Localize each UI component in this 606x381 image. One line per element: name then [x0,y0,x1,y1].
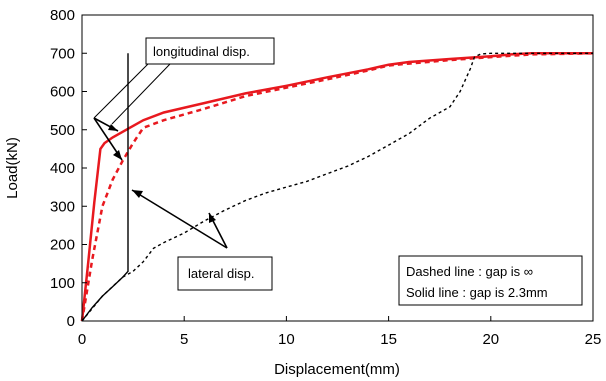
legend-line-solid: Solid line : gap is 2.3mm [406,285,548,300]
y-tick-label: 800 [50,7,75,24]
annotation-longitudinal-box [145,37,275,65]
annotation-longitudinal-arrowhead-1 [113,150,122,160]
y-tick-label: 400 [50,160,75,177]
annotation-longitudinal-arrowhead-2 [108,124,118,131]
x-tick-label: 20 [482,331,499,348]
legend-line-dashed: Dashed line : gap is ∞ [406,264,533,279]
x-tick-label: 0 [78,331,86,348]
y-tick-label: 500 [50,122,75,139]
x-tick-label: 25 [585,331,602,348]
x-tick-label: 10 [278,331,295,348]
annotation-longitudinal-leader-2 [111,63,171,125]
y-tick-label: 300 [50,198,75,215]
y-tick-label: 100 [50,275,75,292]
series-line-1-red-dashed [80,52,594,322]
annotation-longitudinal-leader-1 [93,63,149,119]
tick-labels: 0 5 10 15 20 25 0 100 200 300 400 500 600 700 800 [50,7,601,348]
annotation-lateral: lateral disp. [131,189,273,291]
x-tick-label: 15 [380,331,397,348]
y-tick-label: 200 [50,237,75,254]
annotation-lateral-label: lateral disp. [188,266,254,281]
annotation-longitudinal-label: longitudinal disp. [153,44,250,59]
annotation-lateral-arrowhead-1 [132,190,143,198]
x-axis-title: Displacement(mm) [274,361,400,378]
annotation-lateral-arrow-1 [131,189,228,249]
annotation-lateral-box [177,256,273,291]
series-line-3-black-dashed [81,52,593,322]
y-tick-label: 700 [50,45,75,62]
y-tick-label: 0 [67,313,75,330]
x-tick-label: 5 [180,331,188,348]
y-tick-label: 600 [50,84,75,101]
plot-lines [80,52,594,322]
legend-box-frame [398,255,583,306]
annotation-lateral-arrowhead-2 [209,213,216,223]
y-axis-title: Load(kN) [4,137,21,199]
legend-box: Dashed line : gap is ∞ Solid line : gap … [398,255,583,306]
annotation-longitudinal: longitudinal disp. [93,37,275,161]
ticks [81,14,594,322]
